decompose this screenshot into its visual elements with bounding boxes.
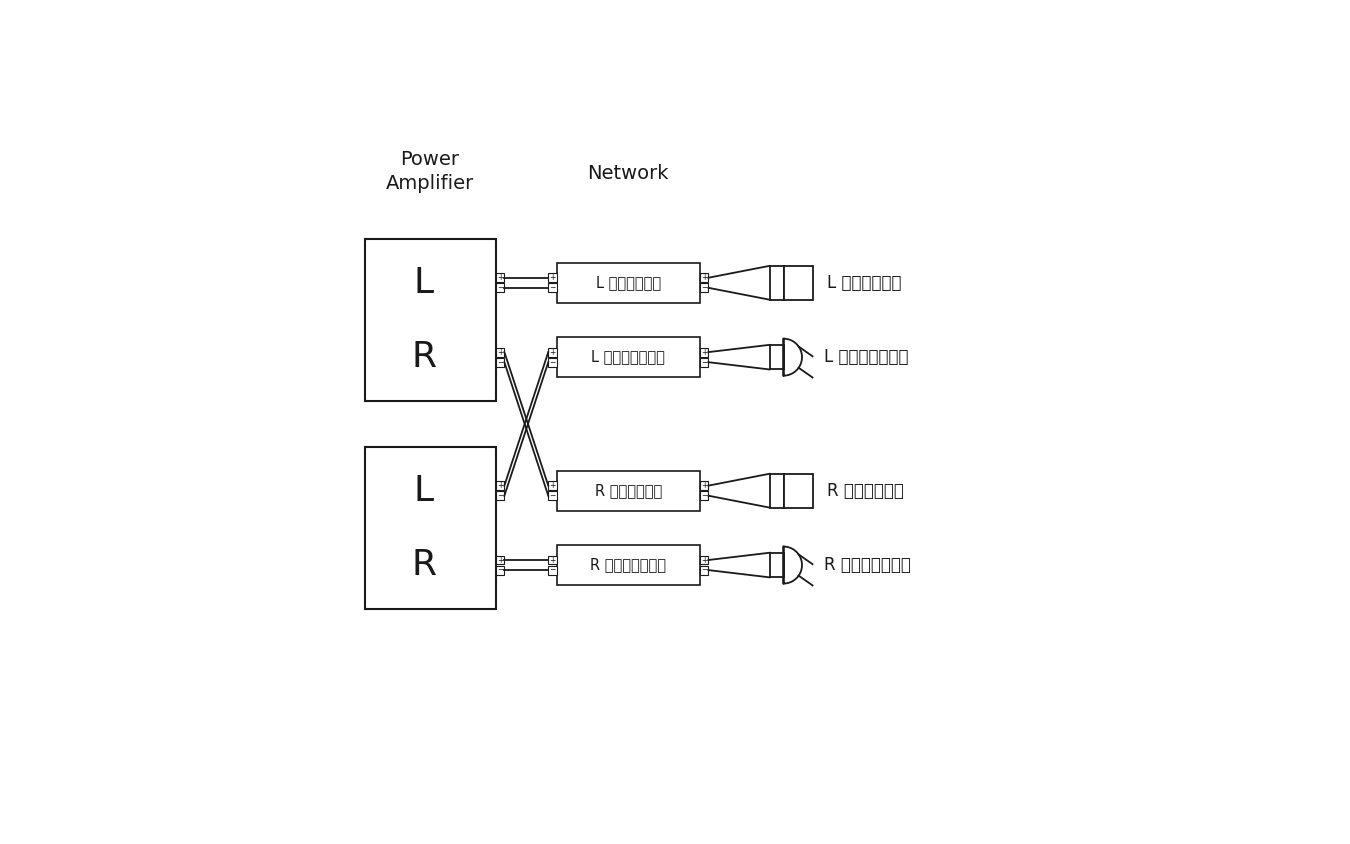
Text: −: − xyxy=(497,284,504,292)
Text: +: + xyxy=(549,348,556,357)
Text: −: − xyxy=(549,284,556,292)
Text: −: − xyxy=(701,358,707,366)
Text: L ウーファー－: L ウーファー－ xyxy=(826,273,902,292)
Bar xyxy=(548,491,558,500)
Text: R トゥイーター－: R トゥイーター－ xyxy=(824,556,910,574)
Text: +: + xyxy=(701,481,707,490)
Text: R ウーファー－: R ウーファー－ xyxy=(826,482,903,500)
Bar xyxy=(699,555,709,565)
Bar xyxy=(364,447,495,609)
Text: +: + xyxy=(549,481,556,490)
Text: +: + xyxy=(701,348,707,357)
Text: −: − xyxy=(701,284,707,292)
Bar xyxy=(769,473,783,507)
Bar xyxy=(558,337,699,377)
Text: −: − xyxy=(549,358,556,366)
Bar xyxy=(495,491,505,500)
Text: L: L xyxy=(413,473,433,508)
Bar xyxy=(548,358,558,366)
Bar xyxy=(558,545,699,585)
Text: Power
Amplifier: Power Amplifier xyxy=(386,150,474,193)
Text: −: − xyxy=(497,565,504,575)
Text: R トゥイーター用: R トゥイーター用 xyxy=(590,558,667,572)
Bar xyxy=(769,345,783,370)
Bar xyxy=(495,555,505,565)
Text: −: − xyxy=(701,565,707,575)
Bar xyxy=(495,284,505,292)
Bar xyxy=(548,284,558,292)
Text: R: R xyxy=(410,340,436,374)
Bar xyxy=(769,553,783,577)
Text: +: + xyxy=(701,555,707,565)
Text: −: − xyxy=(497,491,504,500)
Bar xyxy=(699,348,709,356)
Text: +: + xyxy=(701,273,707,282)
Bar xyxy=(548,555,558,565)
Bar xyxy=(495,358,505,366)
Text: +: + xyxy=(497,555,504,565)
Text: −: − xyxy=(497,358,504,366)
Bar xyxy=(699,284,709,292)
Bar xyxy=(548,481,558,490)
Bar xyxy=(548,565,558,575)
Bar xyxy=(699,273,709,282)
Bar xyxy=(548,273,558,282)
Bar xyxy=(699,358,709,366)
Text: +: + xyxy=(549,555,556,565)
Bar xyxy=(495,481,505,490)
Bar xyxy=(699,565,709,575)
Bar xyxy=(495,565,505,575)
Bar xyxy=(558,471,699,511)
Bar xyxy=(495,348,505,356)
Bar xyxy=(699,491,709,500)
Polygon shape xyxy=(783,473,813,507)
Text: +: + xyxy=(497,348,504,357)
Bar xyxy=(364,239,495,401)
Bar xyxy=(495,273,505,282)
Text: +: + xyxy=(497,481,504,490)
Text: −: − xyxy=(701,491,707,500)
Text: R: R xyxy=(410,548,436,582)
Bar xyxy=(558,262,699,303)
Text: +: + xyxy=(497,273,504,282)
Text: L トゥイーター－: L トゥイーター－ xyxy=(824,349,909,366)
Bar xyxy=(699,481,709,490)
Text: L ウーファー用: L ウーファー用 xyxy=(595,275,662,290)
Polygon shape xyxy=(783,266,813,300)
Text: −: − xyxy=(549,565,556,575)
Bar xyxy=(548,348,558,356)
Text: L: L xyxy=(413,266,433,300)
Text: L トゥイーター用: L トゥイーター用 xyxy=(591,349,666,365)
Text: Network: Network xyxy=(587,164,670,183)
Bar xyxy=(769,266,783,300)
Text: −: − xyxy=(549,491,556,500)
Text: R ウーファー用: R ウーファー用 xyxy=(595,483,662,498)
Text: +: + xyxy=(549,273,556,282)
